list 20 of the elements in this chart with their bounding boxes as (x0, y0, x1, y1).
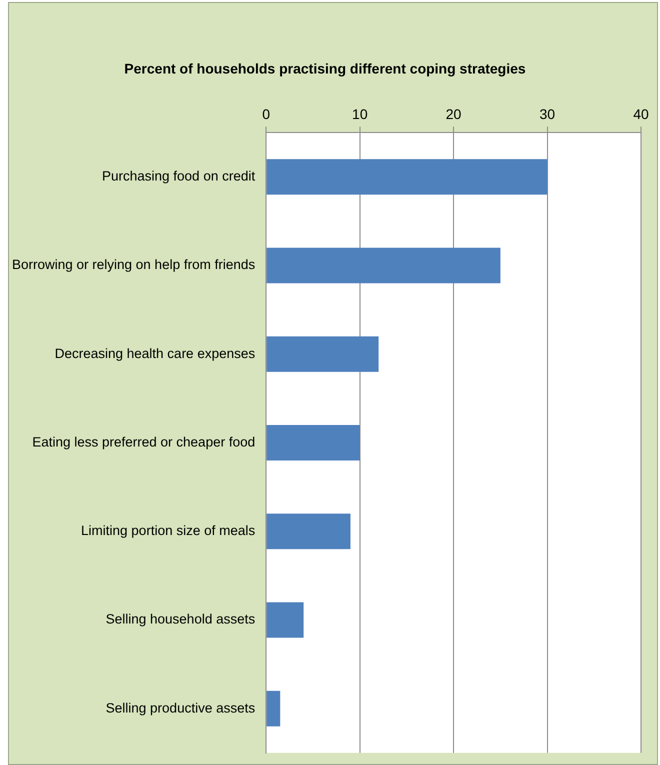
bar (266, 514, 350, 550)
x-tick-label: 20 (446, 106, 462, 122)
bar (266, 159, 548, 195)
bar (266, 336, 379, 372)
chart-title: Percent of households practising different coping strategies (124, 60, 526, 76)
bar (266, 425, 360, 460)
x-tick-label: 10 (352, 106, 368, 122)
x-tick-label: 40 (633, 106, 649, 122)
y-tick-label: Purchasing food on credit (102, 168, 256, 184)
y-tick-label: Borrowing or relying on help from friends (12, 257, 256, 272)
bar (266, 602, 304, 638)
y-tick-label: Selling household assets (106, 612, 256, 627)
y-tick-label: Decreasing health care expenses (54, 346, 256, 361)
bar (266, 248, 500, 284)
bar (266, 690, 280, 726)
y-tick-label: Selling productive assets (106, 700, 256, 716)
y-tick-label: Limiting portion size of meals (81, 523, 256, 538)
x-tick-label: 0 (262, 106, 270, 122)
y-tick-label: Eating less preferred or cheaper food (32, 434, 256, 450)
x-tick-label: 30 (539, 106, 556, 122)
